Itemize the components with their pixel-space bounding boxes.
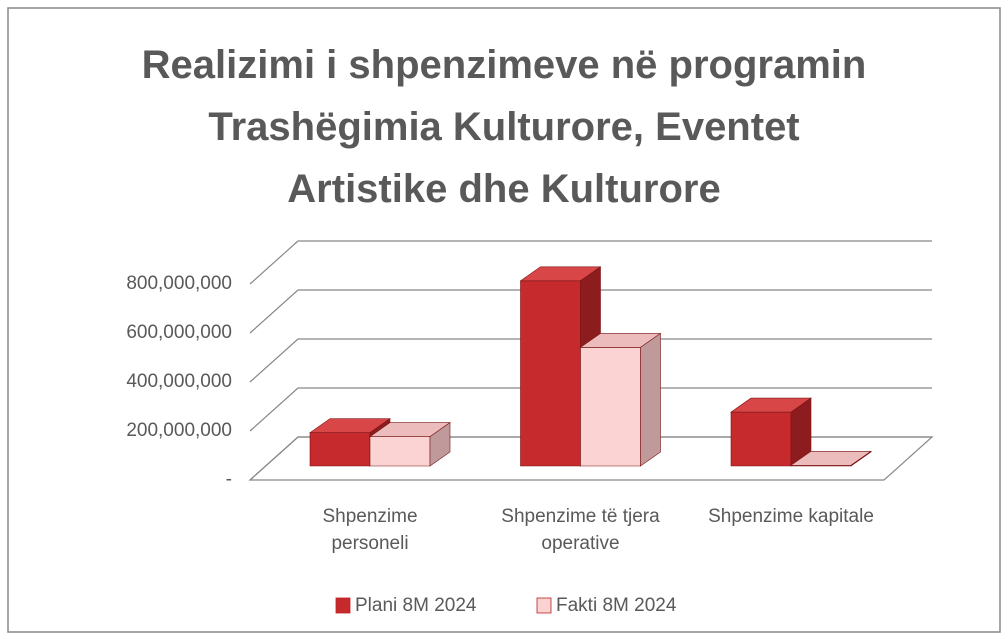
legend-swatch bbox=[335, 597, 351, 614]
legend-swatch bbox=[536, 597, 552, 614]
bar-side bbox=[850, 450, 872, 467]
grid-line bbox=[249, 338, 932, 383]
grid-line bbox=[249, 240, 932, 285]
chart-frame bbox=[7, 7, 1001, 633]
y-tick-label: 600,000,000 bbox=[126, 322, 232, 343]
x-tick-label: Shpenzime të tjera operative bbox=[501, 506, 660, 554]
bar-front bbox=[309, 432, 371, 467]
y-tick-label: 800,000,000 bbox=[126, 273, 232, 294]
y-tick-label: 200,000,000 bbox=[126, 420, 232, 441]
bar-side bbox=[429, 422, 451, 467]
x-tick-label: Shpenzime kapitale bbox=[708, 506, 874, 527]
legend-label: Plani 8M 2024 bbox=[355, 595, 477, 616]
x-tick-label: Shpenzime personeli bbox=[322, 506, 418, 554]
bar-side bbox=[640, 332, 661, 467]
bar-front bbox=[580, 347, 641, 467]
grid-line bbox=[249, 387, 932, 432]
bar-front bbox=[730, 411, 792, 467]
bar bbox=[369, 422, 451, 467]
bar bbox=[579, 332, 662, 467]
y-tick-label: - bbox=[226, 469, 232, 490]
chart-title: Realizimi i shpenzimeve në programin Tra… bbox=[141, 43, 867, 211]
bar-front bbox=[369, 436, 431, 467]
bar bbox=[790, 450, 872, 467]
bar bbox=[730, 397, 812, 467]
grid-line bbox=[249, 289, 932, 334]
legend-label: Fakti 8M 2024 bbox=[556, 595, 677, 616]
y-tick-label: 400,000,000 bbox=[126, 371, 232, 392]
bar-front bbox=[520, 280, 581, 467]
grid-line bbox=[249, 436, 932, 481]
